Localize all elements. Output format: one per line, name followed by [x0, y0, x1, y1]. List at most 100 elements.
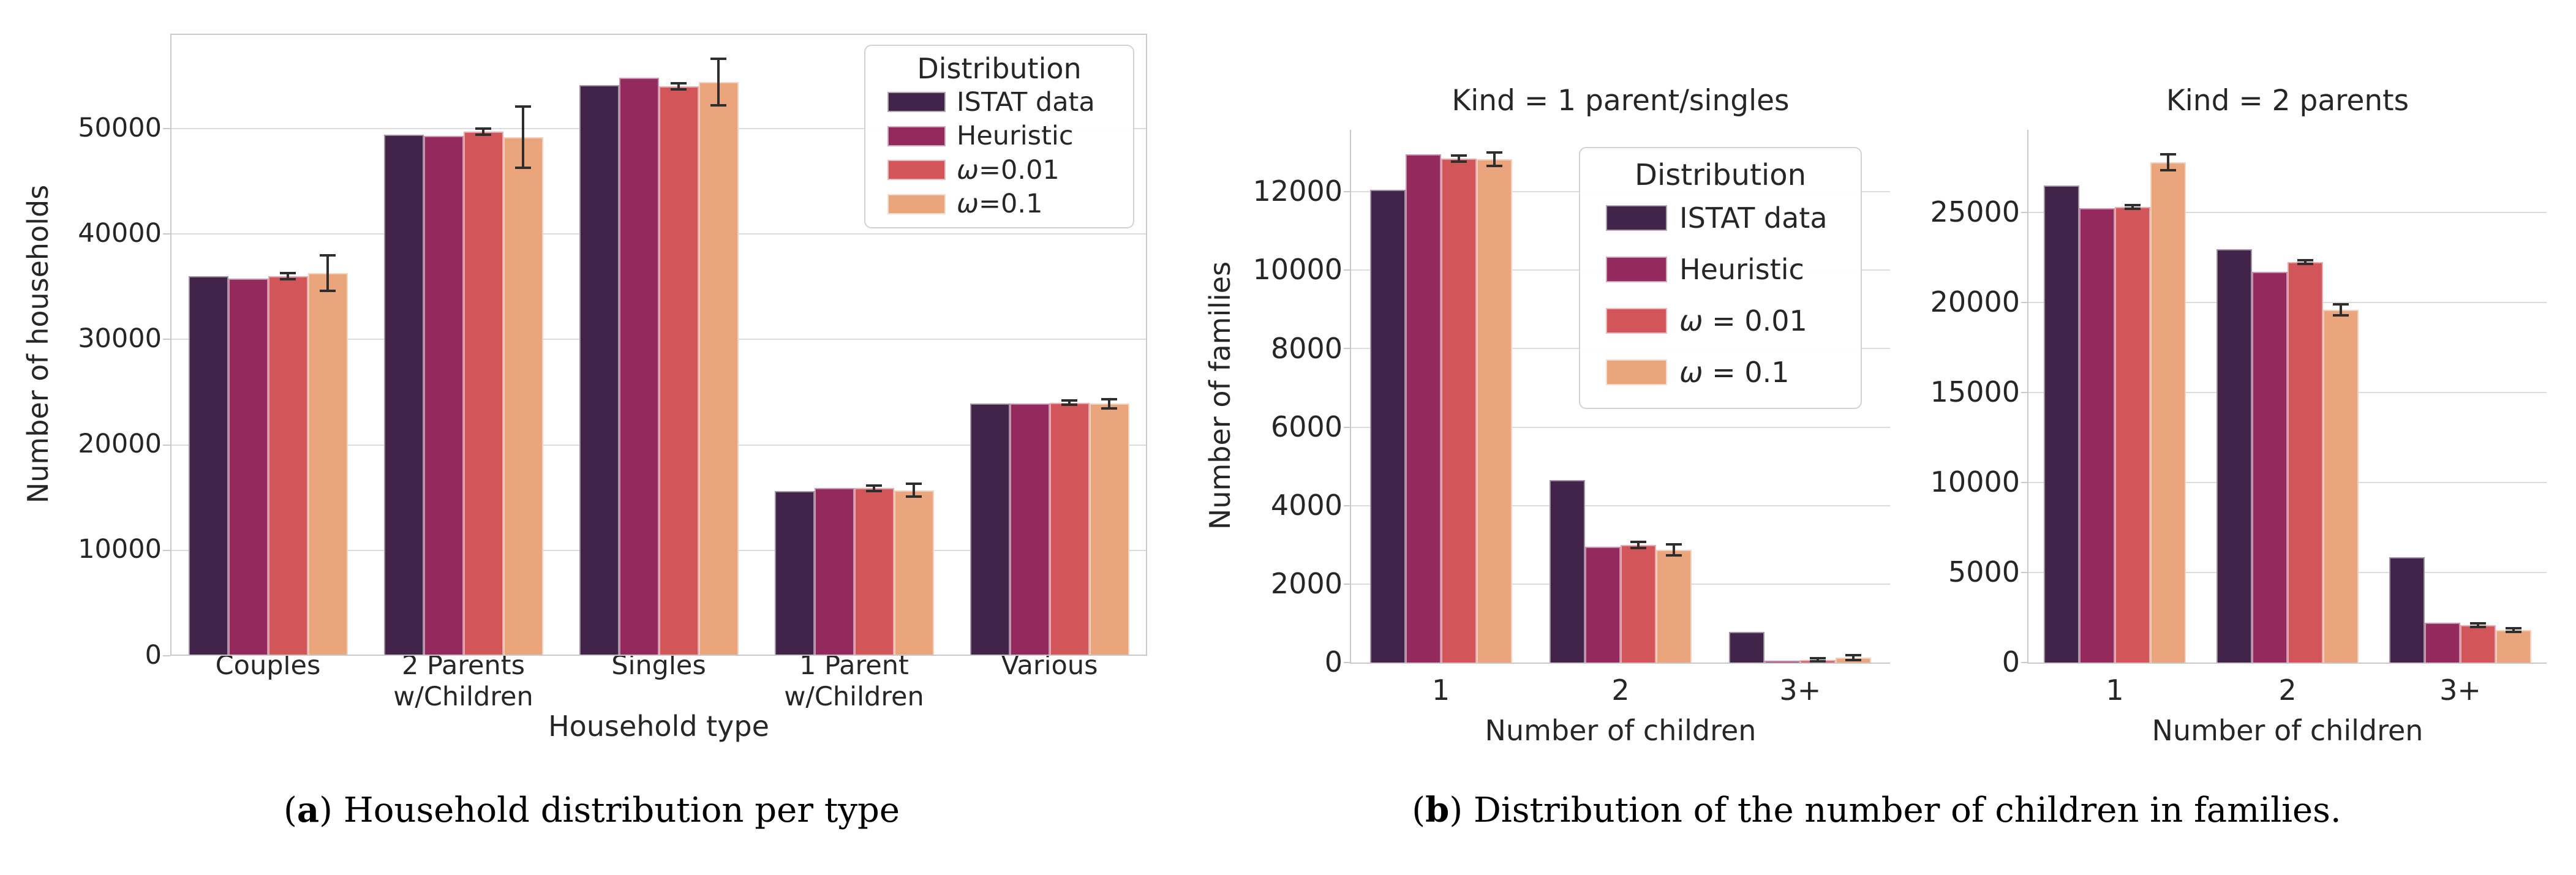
bar — [268, 276, 308, 656]
y-tick-mark — [2021, 662, 2028, 663]
error-bar — [677, 83, 680, 90]
y-tick-mark — [2021, 212, 2028, 214]
y-grid-line — [2028, 212, 2547, 214]
bar — [2496, 630, 2531, 663]
bar — [814, 488, 854, 656]
plot-title: Kind = 1 parent/singles — [1452, 84, 1790, 118]
y-grid-line — [1351, 505, 1890, 506]
bar — [2115, 207, 2150, 663]
bar — [774, 491, 815, 656]
error-bar-cap-top — [906, 483, 922, 486]
legend-title: Distribution — [1634, 158, 1807, 192]
bar — [2150, 162, 2186, 663]
bar — [383, 135, 424, 656]
bar — [307, 272, 348, 656]
bar — [1585, 547, 1621, 663]
error-bar — [1068, 400, 1071, 405]
y-tick-label: 50000 — [78, 112, 162, 143]
y-tick-mark — [2021, 392, 2028, 394]
error-bar-cap-top — [1486, 151, 1502, 154]
caption-b-letter: b — [1425, 790, 1450, 830]
legend-swatch — [1606, 257, 1667, 282]
legend-swatch — [887, 193, 946, 214]
bar — [658, 86, 699, 656]
bar — [1405, 154, 1441, 663]
legend-item: Heuristic — [872, 121, 1127, 151]
y-tick-mark — [2021, 482, 2028, 484]
x-axis-title: Number of children — [1485, 714, 1757, 747]
bar — [698, 82, 739, 656]
error-bar — [1637, 541, 1640, 548]
error-bar-cap-bottom — [515, 166, 531, 169]
caption-b-paren-close: ) — [1449, 791, 1463, 830]
error-bar — [1673, 544, 1675, 556]
caption-a-text: Household distribution per type — [343, 791, 900, 830]
error-bar-cap-bottom — [1061, 404, 1077, 407]
legend-item: ISTAT data — [1590, 201, 1851, 235]
legend-label: ISTAT data — [1679, 201, 1828, 235]
y-tick-mark — [2021, 302, 2028, 304]
legend-item: Heuristic — [1590, 253, 1851, 286]
error-bar-cap-top — [1061, 399, 1077, 402]
error-bar-cap-bottom — [2333, 314, 2349, 317]
error-bar — [1457, 155, 1460, 162]
legend: Distribution ISTAT data Heuristic ω=0.01 ω=0… — [864, 45, 1134, 228]
legend-swatch — [1606, 308, 1667, 334]
legend-label: ISTAT data — [957, 86, 1095, 118]
bar — [2460, 625, 2496, 663]
error-bar-cap-top — [2333, 302, 2349, 306]
y-tick-label: 15000 — [1930, 375, 2020, 409]
legend-label: Heuristic — [1679, 253, 1804, 286]
legend-item: ω = 0.1 — [1590, 356, 1851, 389]
legend-title: Distribution — [917, 52, 1082, 85]
legend-label: ω=0.1 — [957, 189, 1043, 220]
error-bar — [913, 484, 915, 497]
error-bar-cap-top — [1845, 654, 1862, 657]
y-tick-mark — [1344, 426, 1351, 428]
y-tick-mark — [1344, 269, 1351, 271]
bar — [2389, 557, 2425, 663]
error-bar-cap-bottom — [2125, 208, 2141, 211]
y-tick-mark — [163, 549, 170, 551]
caption-a-paren-close: ) — [319, 791, 333, 830]
legend-item: ω=0.1 — [872, 189, 1127, 219]
bar — [503, 137, 543, 656]
legend-items: ISTAT data Heuristic ω = 0.01 ω = 0.1 — [1590, 192, 1851, 398]
error-bar-cap-top — [1630, 540, 1646, 543]
y-tick-label: 6000 — [1270, 410, 1343, 443]
bar — [2216, 249, 2252, 663]
legend-swatch — [887, 92, 946, 113]
caption-b: (b) Distribution of the number of childr… — [1412, 790, 2341, 830]
error-bar — [2167, 154, 2169, 171]
legend-swatch — [1606, 359, 1667, 385]
x-tick-label: 2 — [2278, 674, 2297, 707]
error-bar-cap-top — [2160, 152, 2176, 156]
error-bar-cap-bottom — [866, 489, 882, 492]
y-tick-mark — [163, 339, 170, 340]
y-tick-mark — [163, 127, 170, 129]
plot-title: Kind = 2 parents — [2166, 84, 2409, 118]
bar — [894, 490, 934, 656]
legend-label: Heuristic — [957, 121, 1074, 152]
error-bar-cap-top — [515, 105, 531, 108]
caption-a-letter: a — [296, 790, 320, 830]
error-bar — [2477, 623, 2479, 627]
error-bar — [2131, 205, 2134, 209]
bar — [1476, 159, 1512, 663]
y-tick-mark — [2021, 572, 2028, 574]
error-bar — [1108, 399, 1110, 409]
bar — [2425, 623, 2460, 663]
y-tick-label: 25000 — [1930, 195, 2020, 229]
error-bar-cap-top — [280, 271, 296, 274]
bar — [970, 404, 1010, 656]
error-bar-cap-top — [2470, 622, 2486, 625]
error-bar-cap-bottom — [320, 290, 336, 293]
y-tick-mark — [1344, 662, 1351, 663]
y-tick-label: 8000 — [1270, 331, 1343, 365]
bar — [579, 85, 619, 656]
y-tick-mark — [163, 444, 170, 446]
error-bar-cap-bottom — [2506, 630, 2521, 633]
error-bar — [1852, 655, 1855, 661]
error-bar-cap-top — [866, 484, 882, 487]
